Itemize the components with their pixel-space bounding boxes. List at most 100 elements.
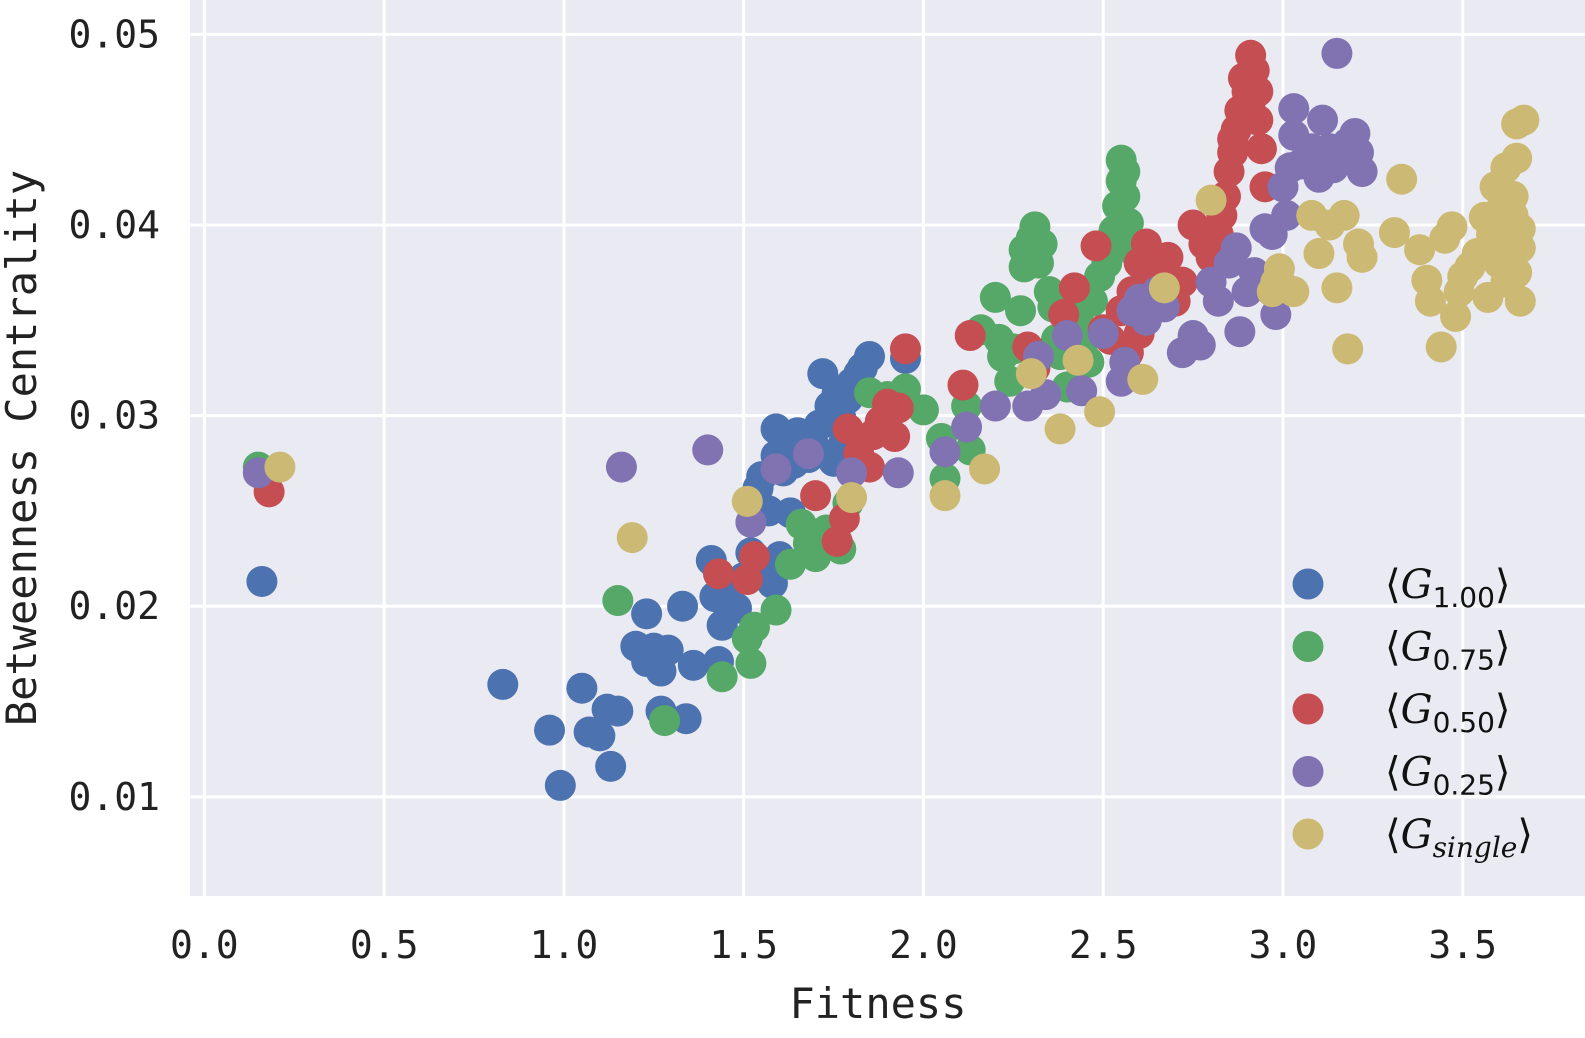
data-point xyxy=(1497,180,1529,212)
data-point xyxy=(929,480,961,512)
data-point xyxy=(800,480,832,512)
data-point xyxy=(735,647,767,679)
data-points xyxy=(242,37,1540,801)
data-point xyxy=(616,522,648,554)
data-point xyxy=(1404,234,1436,266)
data-point xyxy=(1508,104,1540,136)
data-point xyxy=(1504,232,1536,264)
data-point xyxy=(649,705,681,737)
data-point xyxy=(1242,76,1274,108)
legend-marker xyxy=(1292,631,1324,662)
x-tick-label: 3.5 xyxy=(1428,923,1497,967)
legend-marker xyxy=(1292,756,1324,787)
data-point xyxy=(1148,272,1180,304)
data-point xyxy=(1303,238,1335,270)
x-tick-label: 1.5 xyxy=(709,923,778,967)
data-point xyxy=(706,661,738,693)
data-point xyxy=(854,340,886,372)
legend-item: ⟨G1.00⟩ xyxy=(1292,562,1511,614)
data-point xyxy=(1044,413,1076,445)
data-point xyxy=(605,451,637,483)
data-point xyxy=(1202,285,1234,317)
x-tick-label: 0.0 xyxy=(170,923,239,967)
data-point xyxy=(1378,217,1410,249)
data-point xyxy=(1278,276,1310,308)
data-point xyxy=(882,457,914,489)
legend-item: ⟨G0.25⟩ xyxy=(1292,750,1511,802)
y-tick-labels: 0.01 0.02 0.03 0.04 0.05 xyxy=(68,12,160,819)
data-point xyxy=(1271,199,1303,231)
data-point xyxy=(1245,133,1277,165)
x-tick-label: 2.0 xyxy=(889,923,958,967)
data-point xyxy=(1332,333,1364,365)
data-point xyxy=(954,320,986,352)
data-point xyxy=(947,369,979,401)
data-point xyxy=(487,668,519,700)
data-point xyxy=(1242,104,1274,136)
data-point xyxy=(1224,316,1256,348)
legend-marker xyxy=(1292,568,1324,600)
data-point xyxy=(1436,211,1468,243)
data-point xyxy=(544,769,576,801)
data-point xyxy=(1346,241,1378,273)
data-point xyxy=(1386,163,1418,195)
x-axis-title: Fitness xyxy=(789,979,966,1028)
data-point xyxy=(760,453,792,485)
data-point xyxy=(882,392,914,424)
data-point xyxy=(1414,285,1446,317)
data-point xyxy=(1501,142,1533,174)
data-point xyxy=(1015,358,1047,390)
data-point xyxy=(1127,363,1159,395)
legend-marker xyxy=(1292,693,1324,725)
data-point xyxy=(1220,232,1252,264)
data-point xyxy=(1346,156,1378,188)
data-point xyxy=(760,594,792,626)
legend-marker xyxy=(1292,818,1324,850)
data-point xyxy=(1080,230,1112,262)
data-point xyxy=(1184,329,1216,361)
series-single xyxy=(264,104,1540,554)
data-point xyxy=(692,434,724,466)
data-point xyxy=(738,611,770,643)
data-point xyxy=(832,413,864,445)
legend-item: ⟨Gsingle⟩ xyxy=(1292,812,1533,864)
data-point xyxy=(1051,320,1083,352)
data-point xyxy=(1087,318,1119,350)
data-point xyxy=(738,541,770,573)
x-tick-label: 3.0 xyxy=(1249,923,1318,967)
data-point xyxy=(1084,396,1116,428)
data-point xyxy=(1152,241,1184,273)
legend-item: ⟨G0.50⟩ xyxy=(1292,687,1511,739)
data-point xyxy=(534,714,566,746)
y-tick-label: 0.05 xyxy=(68,12,160,56)
legend-item: ⟨G0.75⟩ xyxy=(1292,625,1511,677)
legend-label: ⟨G0.75⟩ xyxy=(1385,625,1511,677)
data-point xyxy=(1440,300,1472,332)
data-point xyxy=(667,590,699,622)
x-tick-labels: 0.0 0.5 1.0 1.5 2.0 2.5 3.0 3.5 xyxy=(170,923,1497,967)
data-point xyxy=(566,672,598,704)
data-point xyxy=(1328,199,1360,231)
data-point xyxy=(792,438,824,470)
data-point xyxy=(1062,344,1094,376)
data-point xyxy=(979,390,1011,422)
legend-label: ⟨Gsingle⟩ xyxy=(1385,812,1533,864)
legend-label: ⟨G0.50⟩ xyxy=(1385,687,1511,739)
data-point xyxy=(595,750,627,782)
data-point xyxy=(1109,156,1141,188)
data-point xyxy=(703,558,735,590)
data-point xyxy=(602,585,634,617)
data-point xyxy=(602,695,634,727)
legend-label: ⟨G1.00⟩ xyxy=(1385,562,1511,614)
data-point xyxy=(1425,331,1457,363)
data-point xyxy=(246,565,278,597)
data-point xyxy=(1195,184,1227,216)
data-point xyxy=(1278,93,1310,125)
data-point xyxy=(907,394,939,426)
data-point xyxy=(929,436,961,468)
data-point xyxy=(264,451,296,483)
y-tick-label: 0.04 xyxy=(68,203,160,247)
y-tick-label: 0.01 xyxy=(68,775,160,819)
legend-label: ⟨G0.25⟩ xyxy=(1385,750,1511,802)
data-point xyxy=(584,720,616,752)
